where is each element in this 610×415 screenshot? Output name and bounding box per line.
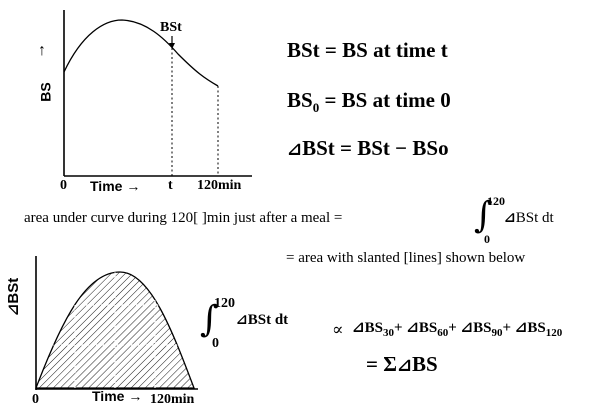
integral-body-2: ⊿BSt dt: [236, 312, 289, 328]
term-bs90: ⊿BS90+: [460, 318, 512, 339]
bottom-x-label: Time →: [92, 388, 143, 404]
bottom-y-label: ⊿BSt: [5, 277, 23, 317]
term-bs120: ⊿BS120: [514, 318, 563, 339]
top-bs-curve: [63, 19, 219, 87]
top-bst-arrowhead: [169, 43, 175, 49]
integral-upper-1: 120: [487, 194, 505, 208]
top-y-arrow-icon: ↑: [38, 42, 46, 59]
integral-lower-2: 0: [212, 336, 219, 351]
top-x-label: Time →: [90, 178, 141, 194]
integral-lower-1: 0: [484, 232, 490, 246]
bottom-tick-0: 0: [32, 392, 39, 407]
integral-sign-2: ∫: [200, 299, 219, 340]
term-bs30: ⊿BS30+: [352, 318, 403, 339]
delta-sum-terms: ⊿BS30+ ⊿BS60+ ⊿BS90+ ⊿BS120: [352, 318, 562, 339]
area-slanted-text: = area with slanted [lines] shown below: [286, 250, 526, 266]
bottom-graph: [35, 256, 198, 390]
top-tick-120: 120min: [197, 178, 242, 193]
proportional-icon: ∝: [332, 320, 344, 339]
top-point-label: BSt: [160, 20, 182, 35]
integral-sign-1: ∫: [474, 195, 493, 236]
top-graph: [63, 10, 252, 177]
top-tick-0: 0: [60, 178, 67, 193]
integral-upper-2: 120: [214, 296, 235, 311]
definition-bst: BSt = BS at time t: [287, 38, 448, 62]
top-y-label: BS: [37, 82, 54, 102]
top-tick-t: t: [168, 178, 173, 193]
term-bs60: ⊿BS60+: [406, 318, 457, 339]
area-under-curve-text: area under curve during 120[ ]min just a…: [24, 210, 343, 226]
delta-icon: ⊿: [287, 139, 303, 160]
definition-bs0: BS0 = BS at time 0: [287, 88, 451, 115]
bottom-tick-120: 120min: [150, 392, 195, 407]
integral-body-1: ⊿BSt dt: [504, 210, 554, 226]
definition-delta-bst: ⊿BSt = BSt − BSo: [287, 136, 449, 160]
sum-delta-bs: = Σ⊿BS: [366, 352, 438, 376]
